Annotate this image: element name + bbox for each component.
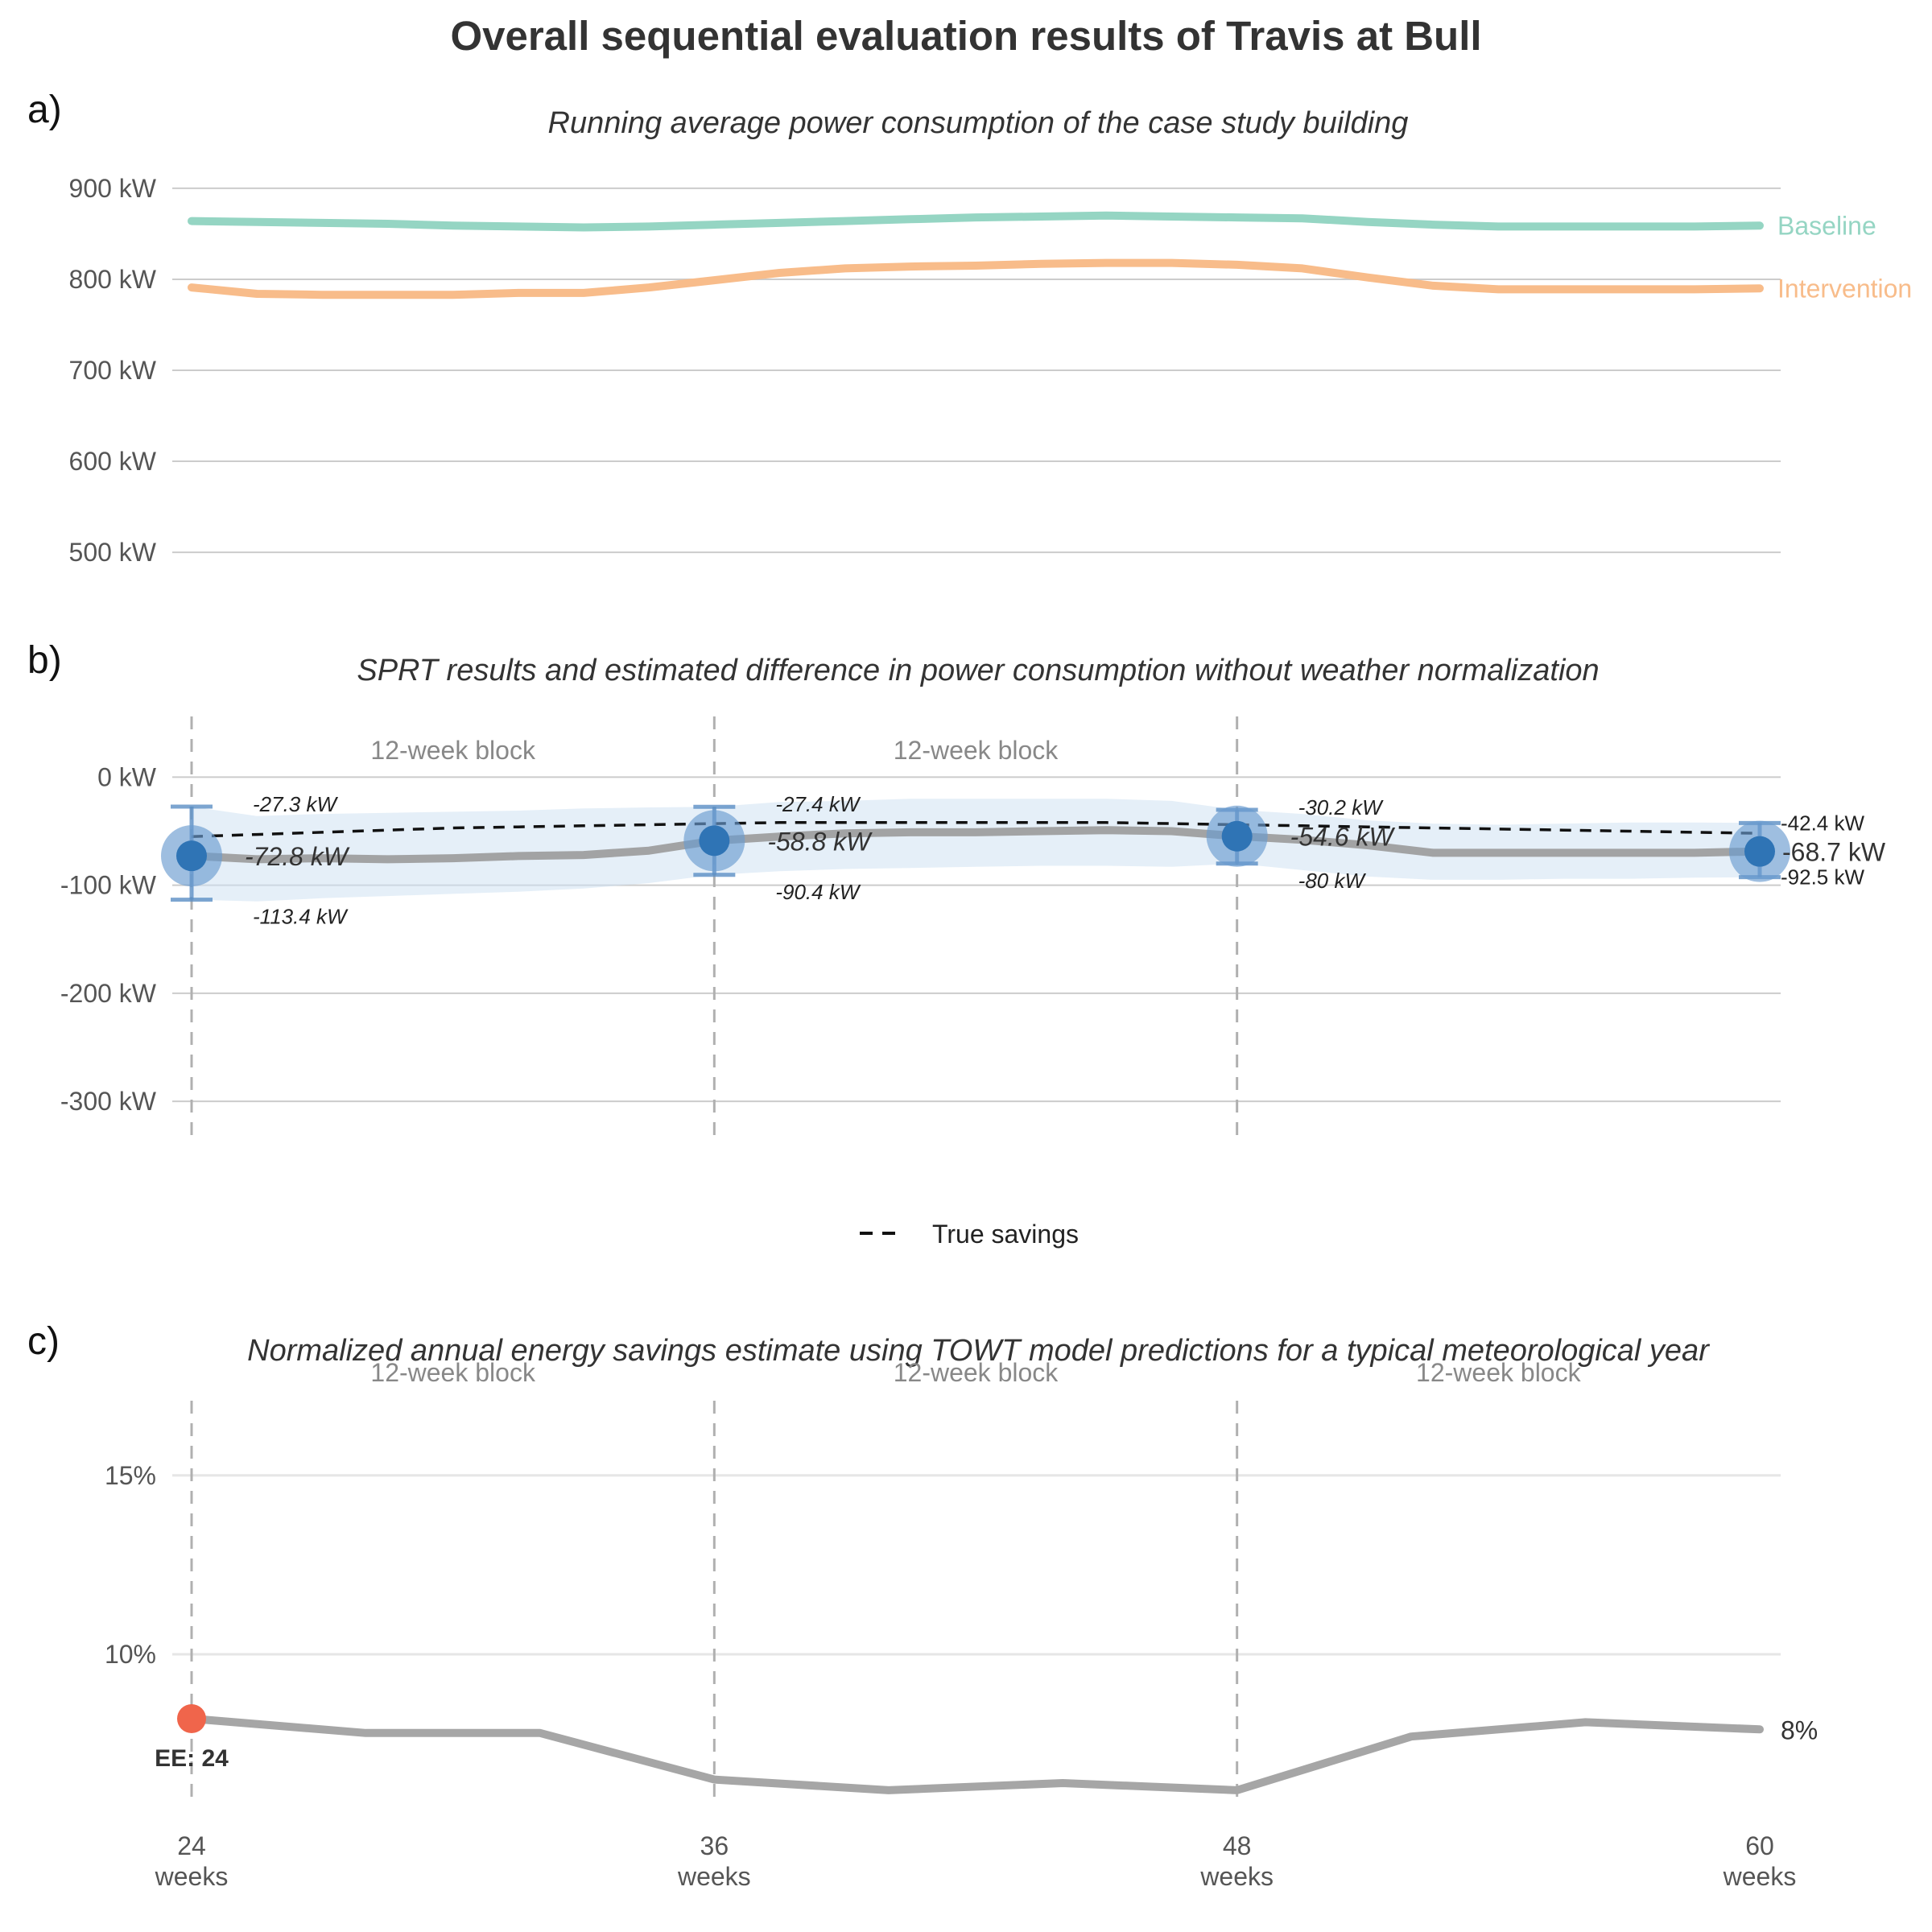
block-label-b: 12-week block (370, 736, 536, 765)
sprt-point (1744, 836, 1775, 867)
x-tick-label: 60 (1745, 1831, 1774, 1860)
estimate-label: -72.8 kW (245, 842, 350, 871)
y-tick-label-b: -200 kW (60, 979, 157, 1008)
panel-c: c) Normalized annual energy savings esti… (27, 1320, 1818, 1891)
early-evaluation-label: EE: 24 (155, 1745, 229, 1772)
y-tick-label-c: 10% (105, 1640, 156, 1669)
block-label-c: 12-week block (370, 1358, 536, 1387)
estimate-label: -54.6 kW (1290, 823, 1396, 852)
block-label-b: 12-week block (894, 736, 1059, 765)
lower-label: -80 kW (1298, 869, 1367, 893)
x-tick-label: 36 (700, 1831, 729, 1860)
x-tick-unit: weeks (677, 1862, 751, 1891)
panel-a-letter: a) (27, 89, 62, 131)
panel-b: b) SPRT results and estimated difference… (27, 639, 1886, 1249)
panel-a-subtitle: Running average power consumption of the… (548, 106, 1409, 140)
block-label-c: 12-week block (894, 1358, 1059, 1387)
panel-c-subtitle: Normalized annual energy savings estimat… (247, 1334, 1710, 1368)
y-tick-label-a: 700 kW (69, 356, 157, 385)
upper-label: -30.2 kW (1298, 795, 1384, 819)
series-line-intervention (188, 258, 1764, 299)
upper-label: -27.4 kW (775, 792, 861, 816)
x-tick-unit: weeks (155, 1862, 229, 1891)
y-tick-label-b: 0 kW (97, 762, 157, 791)
panel-b-letter: b) (27, 639, 62, 682)
end-value-label: 8% (1781, 1715, 1818, 1744)
y-tick-label-c: 15% (105, 1461, 156, 1490)
panel-c-letter: c) (27, 1320, 60, 1363)
x-tick-label: 48 (1223, 1831, 1252, 1860)
savings-line (188, 1715, 1764, 1794)
panel-a: a) Running average power consumption of … (27, 89, 1912, 567)
y-tick-label-a: 900 kW (69, 174, 157, 203)
y-tick-label-a: 600 kW (69, 447, 157, 476)
sprt-point (1221, 820, 1253, 852)
series-line-baseline (188, 211, 1764, 232)
legend: True savings (860, 1220, 1079, 1249)
x-tick-label: 24 (177, 1831, 206, 1860)
x-tick-unit: weeks (1199, 1862, 1274, 1891)
sprt-point (176, 840, 207, 872)
early-evaluation-marker (177, 1704, 206, 1733)
lower-label: -92.5 kW (1781, 865, 1864, 890)
series-label-baseline: Baseline (1777, 211, 1876, 240)
y-tick-label-b: -100 kW (60, 871, 157, 900)
y-tick-label-a: 500 kW (69, 538, 157, 567)
upper-label: -27.3 kW (253, 792, 338, 816)
x-tick-unit: weeks (1723, 1862, 1797, 1891)
series-label-intervention: Intervention (1777, 274, 1912, 303)
sprt-point (699, 825, 730, 857)
lower-label: -113.4 kW (253, 905, 349, 929)
block-label-c: 12-week block (1416, 1358, 1582, 1387)
estimate-line (188, 826, 1764, 864)
estimate-label: -58.8 kW (767, 827, 873, 856)
figure-title: Overall sequential evaluation results of… (450, 13, 1481, 59)
panel-b-subtitle: SPRT results and estimated difference in… (357, 654, 1599, 687)
lower-label: -90.4 kW (775, 880, 861, 904)
y-tick-label-b: -300 kW (60, 1087, 157, 1116)
legend-label: True savings (932, 1220, 1079, 1249)
estimate-label: -68.7 kW (1782, 838, 1886, 867)
y-tick-label-a: 800 kW (69, 265, 157, 294)
upper-label: -42.4 kW (1781, 811, 1864, 835)
